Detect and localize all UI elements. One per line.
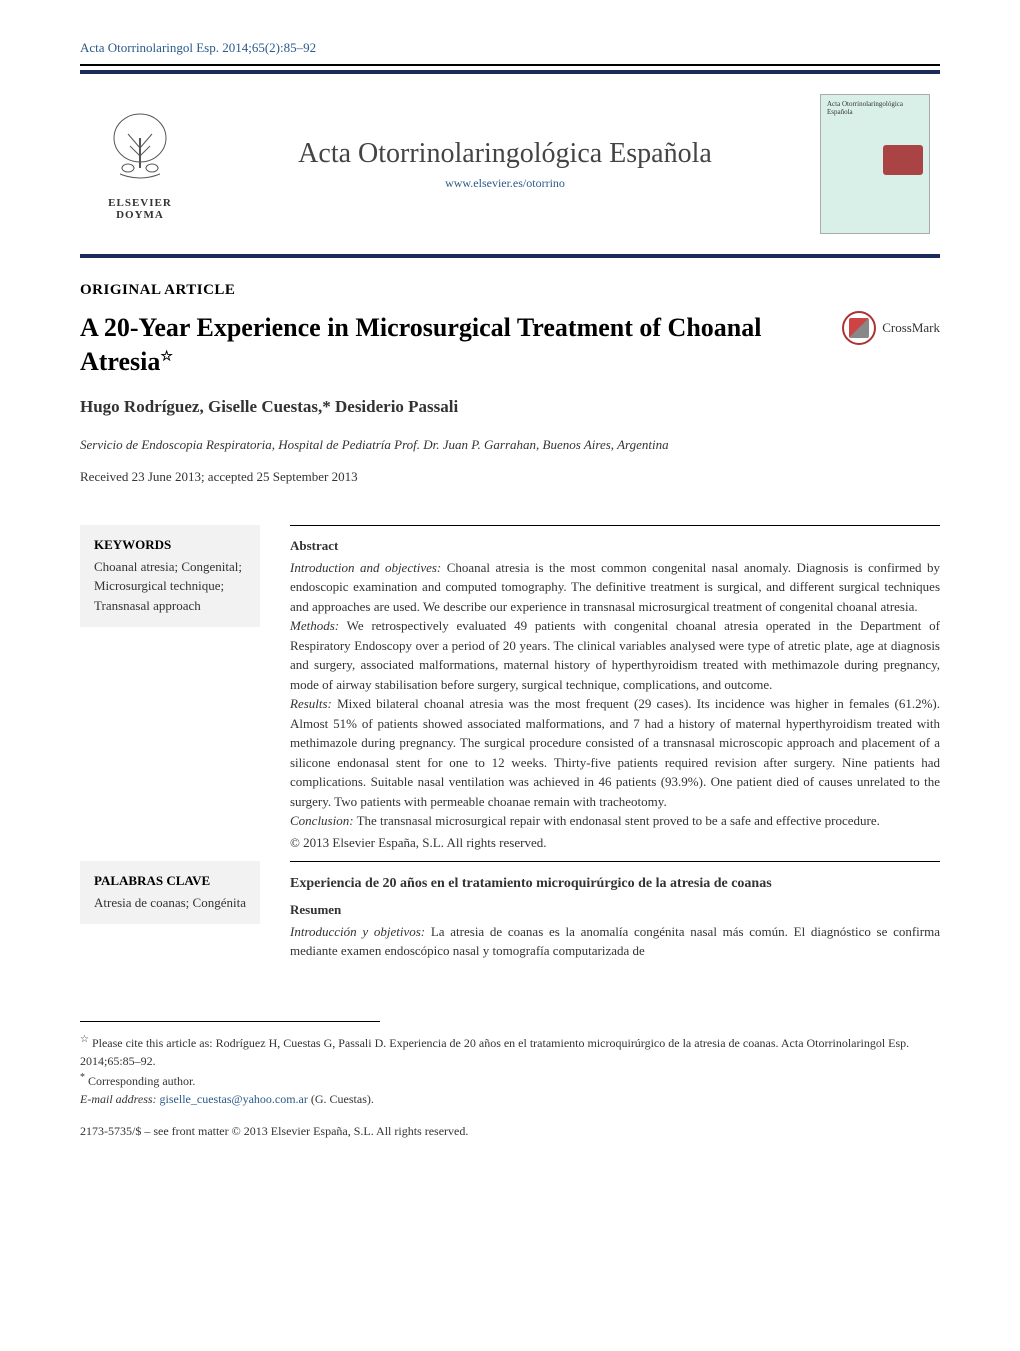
email-link[interactable]: giselle_cuestas@yahoo.com.ar [160,1092,308,1106]
cover-title: Acta Otorrinolaringológica Española [827,101,923,116]
abstract-body: Introduction and objectives: Choanal atr… [290,558,940,831]
article-type: ORIGINAL ARTICLE [80,282,940,299]
journal-header: ELSEVIER DOYMA Acta Otorrinolaringológic… [80,70,940,258]
abstract-block: KEYWORDS Choanal atresia; Congenital; Mi… [80,525,940,851]
footnote-star-icon: ☆ [80,1034,89,1045]
palabras-column: PALABRAS CLAVE Atresia de coanas; Congén… [80,861,260,961]
conclusion-label: Conclusion: [290,813,354,828]
footnote-cite: ☆ Please cite this article as: Rodríguez… [80,1032,940,1070]
corresponding-text: Corresponding author. [88,1074,195,1088]
article-dates: Received 23 June 2013; accepted 25 Septe… [80,469,940,485]
footnote-asterisk-icon: * [80,1072,85,1083]
journal-url[interactable]: www.elsevier.es/otorrino [190,176,820,191]
journal-reference: Acta Otorrinolaringol Esp. 2014;65(2):85… [80,40,940,56]
results-text: Mixed bilateral choanal atresia was the … [290,696,940,809]
crossmark-badge[interactable]: CrossMark [842,311,940,345]
top-rule [80,64,940,66]
resumen-column: Experiencia de 20 años en el tratamiento… [290,861,940,961]
abstract-column: Abstract Introduction and objectives: Ch… [290,525,940,851]
email-label: E-mail address: [80,1092,157,1106]
abstract-rule-mid [290,861,940,862]
resumen-heading: Resumen [290,902,940,918]
intro-label: Introduction and objectives: [290,560,441,575]
footnotes-rule [80,1021,380,1022]
journal-title: Acta Otorrinolaringológica Española [190,138,820,170]
copyright-en: © 2013 Elsevier España, S.L. All rights … [290,835,940,851]
elsevier-tree-icon [100,108,180,188]
keywords-box-es: PALABRAS CLAVE Atresia de coanas; Congén… [80,861,260,925]
title-text: A 20-Year Experience in Microsurgical Tr… [80,313,761,376]
conclusion-text: The transnasal microsurgical repair with… [354,813,880,828]
footnote-cite-text: Please cite this article as: Rodríguez H… [80,1036,909,1068]
title-footnote-symbol: ☆ [160,349,173,364]
palabras-list: Atresia de coanas; Congénita [94,893,246,913]
cover-image-icon [883,145,923,175]
results-label: Results: [290,696,332,711]
email-author-name: (G. Cuestas). [311,1092,374,1106]
resumen-block: PALABRAS CLAVE Atresia de coanas; Congén… [80,861,940,961]
authors: Hugo Rodríguez, Giselle Cuestas,* Deside… [80,397,940,417]
keywords-box-en: KEYWORDS Choanal atresia; Congenital; Mi… [80,525,260,628]
keywords-list: Choanal atresia; Congenital; Microsurgic… [94,557,246,616]
article-title-es: Experiencia de 20 años en el tratamiento… [290,876,940,892]
resumen-body: Introducción y objetivos: La atresia de … [290,922,940,961]
publisher-name: ELSEVIER DOYMA [90,197,190,221]
issn-line: 2173-5735/$ – see front matter © 2013 El… [80,1124,940,1139]
keywords-column: KEYWORDS Choanal atresia; Congenital; Mi… [80,525,260,851]
resumen-intro-label: Introducción y objetivos: [290,924,425,939]
journal-cover-thumbnail: Acta Otorrinolaringológica Española [820,94,930,234]
article-title: A 20-Year Experience in Microsurgical Tr… [80,311,842,379]
palabras-heading: PALABRAS CLAVE [94,873,246,889]
publisher-logo-block: ELSEVIER DOYMA [90,108,190,221]
affiliation: Servicio de Endoscopia Respiratoria, Hos… [80,437,940,453]
footnote-corresponding: * Corresponding author. [80,1070,940,1090]
crossmark-icon [842,311,876,345]
title-row: A 20-Year Experience in Microsurgical Tr… [80,311,940,379]
methods-text: We retrospectively evaluated 49 patients… [290,618,940,692]
abstract-rule-top [290,525,940,526]
journal-title-block: Acta Otorrinolaringológica Española www.… [190,138,820,191]
methods-label: Methods: [290,618,339,633]
crossmark-label: CrossMark [882,320,940,336]
footnote-email: E-mail address: giselle_cuestas@yahoo.co… [80,1090,940,1108]
footnotes: ☆ Please cite this article as: Rodríguez… [80,1011,940,1108]
abstract-heading: Abstract [290,538,940,554]
keywords-heading: KEYWORDS [94,537,246,553]
